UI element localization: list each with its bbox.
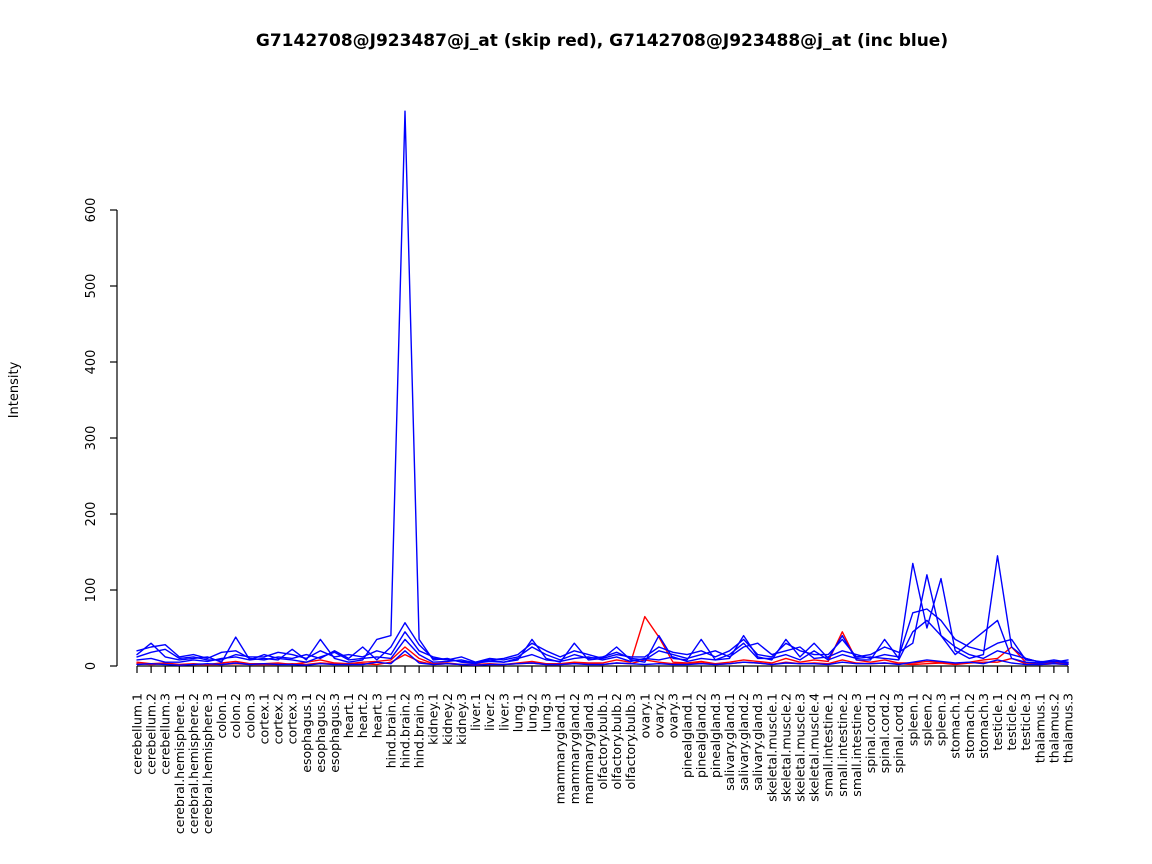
y-tick-label: 0 (84, 662, 99, 670)
x-tick-label: olfactory.bulb.2 (609, 693, 624, 790)
x-tick-label: olfactory.bulb.1 (595, 693, 610, 790)
chart-title: G7142708@J923487@j_at (skip red), G71427… (256, 31, 948, 51)
x-tick-label: thalamus.3 (1061, 693, 1076, 763)
x-tick-label: spleen.2 (919, 693, 934, 746)
x-tick-label: kidney.1 (426, 693, 441, 745)
x-tick-label: heart.2 (355, 693, 370, 738)
series-line-6 (136, 574, 1069, 664)
series-line-3 (136, 608, 1069, 663)
x-tick-label: hind.brain.3 (412, 693, 427, 768)
x-tick-label: spleen.1 (905, 693, 920, 746)
x-tick-label: lung.3 (539, 693, 554, 732)
x-tick-label: lung.1 (510, 693, 525, 732)
x-tick-label: spinal.cord.1 (863, 693, 878, 773)
x-tick-label: cortex.3 (285, 693, 300, 744)
x-tick-label: esophagus.1 (299, 693, 314, 773)
x-tick-label: ovary.1 (637, 693, 652, 738)
y-tick-label: 100 (84, 578, 99, 603)
x-tick-label: heart.3 (369, 693, 384, 738)
y-axis-title: Intensity (7, 361, 22, 418)
x-tick-label: olfactory.bulb.3 (623, 693, 638, 790)
x-tick-label: cerebellum.3 (158, 693, 173, 775)
x-tick-label: spinal.cord.3 (891, 693, 906, 773)
x-tick-label: colon.2 (228, 693, 243, 739)
x-tick-label: stomach.1 (948, 693, 963, 759)
y-tick-label: 300 (84, 426, 99, 451)
x-tick-label: liver.1 (468, 693, 483, 731)
series-line-5 (136, 650, 1069, 666)
x-tick-label: mammarygland.1 (553, 693, 568, 804)
x-tick-label: mammarygland.2 (567, 693, 582, 804)
x-tick-label: colon.3 (242, 693, 257, 739)
x-tick-label: esophagus.2 (313, 693, 328, 773)
x-tick-label: small.intestine.2 (835, 693, 850, 797)
x-tick-label: liver.3 (496, 693, 511, 731)
x-tick-label: testicle.2 (1004, 693, 1019, 750)
x-tick-label: cortex.1 (256, 693, 271, 744)
x-tick-label: skeletal.muscle.2 (778, 693, 793, 802)
x-tick-label: kidney.3 (454, 693, 469, 745)
x-tick-label: heart.1 (341, 693, 356, 738)
x-tick-label: thalamus.1 (1032, 693, 1047, 763)
x-tick-label: testicle.3 (1018, 693, 1033, 750)
x-tick-label: mammarygland.3 (581, 693, 596, 804)
x-tick-label: cerebellum.1 (130, 693, 145, 775)
x-tick-label: salivary.gland.1 (722, 693, 737, 791)
series-line-4 (136, 619, 1069, 664)
x-tick-label: ovary.2 (651, 693, 666, 738)
y-tick-label: 400 (84, 350, 99, 375)
x-tick-label: salivary.gland.2 (736, 693, 751, 791)
x-tick-label: spleen.3 (934, 693, 949, 746)
x-tick-label: pinealgland.1 (680, 693, 695, 778)
x-tick-label: spinal.cord.2 (877, 693, 892, 773)
x-tick-label: cerebral.hemisphere.2 (186, 693, 201, 834)
x-tick-label: kidney.2 (440, 693, 455, 745)
x-tick-label: cortex.2 (271, 693, 286, 744)
x-tick-label: cerebral.hemisphere.3 (200, 693, 215, 834)
x-tick-label: cerebral.hemisphere.1 (172, 693, 187, 834)
x-tick-label: liver.2 (482, 693, 497, 731)
y-tick-label: 200 (84, 502, 99, 527)
x-tick-label: pinealgland.2 (694, 693, 709, 778)
x-tick-label: colon.1 (214, 693, 229, 739)
x-tick-label: thalamus.2 (1046, 693, 1061, 763)
x-tick-label: testicle.1 (990, 693, 1005, 750)
x-tick-label: small.intestine.1 (821, 693, 836, 797)
x-tick-label: ovary.3 (666, 693, 681, 738)
x-tick-label: stomach.2 (962, 693, 977, 759)
y-tick-label: 500 (84, 274, 99, 299)
x-tick-label: lung.2 (524, 693, 539, 732)
x-tick-label: skeletal.muscle.1 (764, 693, 779, 802)
x-tick-label: hind.brain.1 (383, 693, 398, 768)
x-tick-label: cerebellum.2 (144, 693, 159, 775)
x-tick-label: hind.brain.2 (398, 693, 413, 768)
x-tick-label: esophagus.3 (327, 693, 342, 773)
x-tick-label: skeletal.muscle.4 (807, 693, 822, 802)
x-tick-label: stomach.3 (976, 693, 991, 759)
x-tick-label: pinealgland.3 (708, 693, 723, 778)
x-tick-label: small.intestine.3 (849, 693, 864, 797)
x-tick-label: skeletal.muscle.3 (792, 693, 807, 802)
y-tick-label: 600 (84, 198, 99, 223)
x-tick-label: salivary.gland.3 (750, 693, 765, 791)
